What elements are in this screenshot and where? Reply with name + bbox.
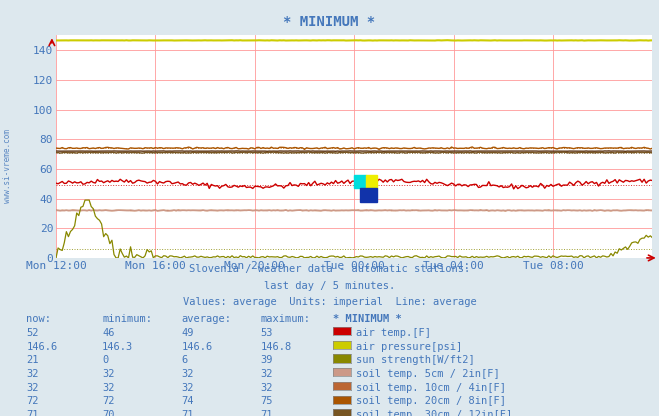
Text: soil temp. 10cm / 4in[F]: soil temp. 10cm / 4in[F] <box>356 383 506 393</box>
Text: www.si-vreme.com: www.si-vreme.com <box>3 129 13 203</box>
Text: 32: 32 <box>102 383 115 393</box>
Text: 75: 75 <box>260 396 273 406</box>
Text: 32: 32 <box>260 369 273 379</box>
Text: air pressure[psi]: air pressure[psi] <box>356 342 462 352</box>
Text: 6: 6 <box>181 355 187 365</box>
Text: 146.6: 146.6 <box>26 342 57 352</box>
Text: 49: 49 <box>181 328 194 338</box>
Bar <box>354 175 366 188</box>
Text: 32: 32 <box>260 383 273 393</box>
Text: sun strength[W/ft2]: sun strength[W/ft2] <box>356 355 474 365</box>
Text: 146.3: 146.3 <box>102 342 133 352</box>
Text: minimum:: minimum: <box>102 314 152 324</box>
Bar <box>366 175 377 188</box>
Text: 39: 39 <box>260 355 273 365</box>
Text: air temp.[F]: air temp.[F] <box>356 328 431 338</box>
Text: 52: 52 <box>26 328 39 338</box>
Text: Slovenia / weather data - automatic stations.: Slovenia / weather data - automatic stat… <box>189 264 470 274</box>
Text: 71: 71 <box>181 410 194 416</box>
Text: 32: 32 <box>26 369 39 379</box>
Text: 46: 46 <box>102 328 115 338</box>
Text: 32: 32 <box>181 369 194 379</box>
Text: 146.8: 146.8 <box>260 342 291 352</box>
Text: Values: average  Units: imperial  Line: average: Values: average Units: imperial Line: av… <box>183 297 476 307</box>
Text: 71: 71 <box>26 410 39 416</box>
Bar <box>360 188 377 201</box>
Text: last day / 5 minutes.: last day / 5 minutes. <box>264 281 395 291</box>
Text: 72: 72 <box>26 396 39 406</box>
Text: 32: 32 <box>102 369 115 379</box>
Text: 32: 32 <box>181 383 194 393</box>
Text: soil temp. 30cm / 12in[F]: soil temp. 30cm / 12in[F] <box>356 410 512 416</box>
Text: * MINIMUM *: * MINIMUM * <box>333 314 401 324</box>
Text: 70: 70 <box>102 410 115 416</box>
Text: 74: 74 <box>181 396 194 406</box>
Text: 146.6: 146.6 <box>181 342 212 352</box>
Text: 21: 21 <box>26 355 39 365</box>
Text: 53: 53 <box>260 328 273 338</box>
Text: * MINIMUM *: * MINIMUM * <box>283 15 376 29</box>
Text: 32: 32 <box>26 383 39 393</box>
Text: soil temp. 20cm / 8in[F]: soil temp. 20cm / 8in[F] <box>356 396 506 406</box>
Text: average:: average: <box>181 314 231 324</box>
Text: soil temp. 5cm / 2in[F]: soil temp. 5cm / 2in[F] <box>356 369 500 379</box>
Text: now:: now: <box>26 314 51 324</box>
Text: maximum:: maximum: <box>260 314 310 324</box>
Text: 71: 71 <box>260 410 273 416</box>
Text: 72: 72 <box>102 396 115 406</box>
Text: 0: 0 <box>102 355 108 365</box>
